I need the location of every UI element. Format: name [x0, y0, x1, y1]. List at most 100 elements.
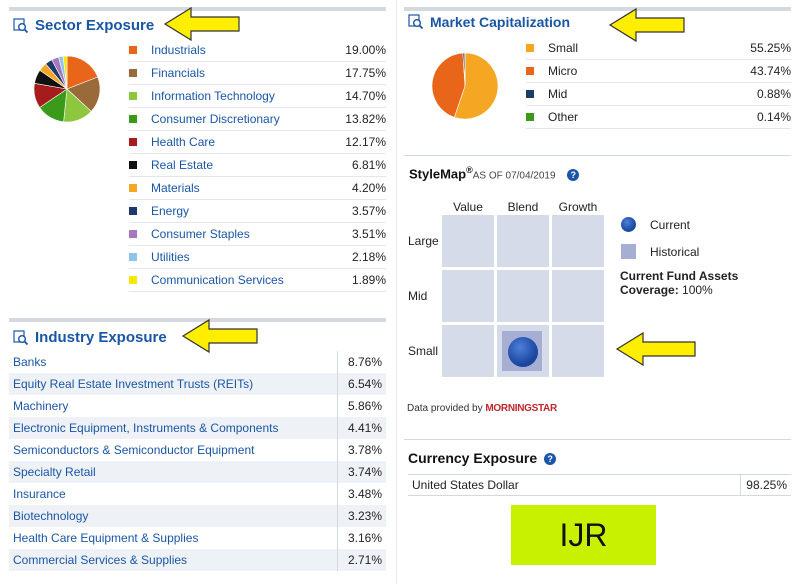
industry-row: Machinery 5.86% [9, 395, 386, 417]
stylemap-current-marker [508, 337, 538, 367]
sector-item: Health Care 12.17% [129, 131, 386, 154]
industry-label[interactable]: Biotechnology [9, 505, 338, 527]
sector-swatch [129, 46, 137, 54]
stylemap-cell-large-growth [552, 215, 604, 267]
industry-value: 4.41% [347, 421, 382, 435]
industry-label[interactable]: Machinery [9, 395, 338, 417]
industry-row: Commercial Services & Supplies 2.71% [9, 549, 386, 571]
mcap-value: 43.74% [750, 64, 791, 78]
industry-row: Insurance 3.48% [9, 483, 386, 505]
industry-label[interactable]: Commercial Services & Supplies [9, 549, 338, 571]
stylemap-col-blend: Blend [507, 200, 539, 214]
industry-label[interactable]: Insurance [9, 483, 338, 505]
sector-item: Information Technology 14.70% [129, 85, 386, 108]
sector-value: 14.70% [345, 89, 386, 103]
sector-label[interactable]: Health Care [151, 135, 216, 149]
sector-swatch [129, 184, 137, 192]
sector-label[interactable]: Consumer Staples [151, 227, 250, 241]
industry-value: 6.54% [347, 377, 382, 391]
industry-title: Industry Exposure [13, 329, 167, 346]
industry-value: 3.48% [347, 487, 382, 501]
industry-label[interactable]: Semiconductors & Semiconductor Equipment [9, 439, 338, 461]
sector-label[interactable]: Energy [151, 204, 190, 218]
assets-title: Current Fund Assets [620, 269, 739, 283]
sector-value: 17.75% [345, 66, 386, 80]
currency-row: United States Dollar 98.25% [408, 474, 791, 496]
sector-label[interactable]: Communication Services [151, 273, 284, 287]
mcap-label: Mid [548, 87, 568, 101]
sector-label[interactable]: Utilities [151, 250, 190, 264]
industry-value: 3.78% [347, 443, 382, 457]
mcap-swatch [526, 67, 534, 75]
sector-item: Energy 3.57% [129, 200, 386, 223]
currency-title-text: Currency Exposure [408, 450, 538, 466]
stylemap-as-of: AS OF 07/04/2019 [472, 170, 556, 182]
sector-item: Communication Services 1.89% [129, 269, 386, 292]
mcap-list: Small 55.25% Micro 43.74% Mid 0.88% Other 0.14% [526, 37, 791, 129]
sector-value: 3.51% [351, 227, 386, 241]
sector-value: 4.20% [351, 181, 386, 195]
industry-value: 5.86% [347, 399, 382, 413]
stylemap-cell-mid-blend [497, 270, 549, 322]
mcap-label: Small [548, 41, 579, 55]
industry-label[interactable]: Specialty Retail [9, 461, 338, 483]
data-provided-text: Data provided by [407, 403, 483, 414]
stylemap-cell-small-value [442, 325, 494, 377]
stylemap-help-icon[interactable]: ? [567, 168, 580, 181]
sector-label[interactable]: Consumer Discretionary [151, 112, 280, 126]
industry-label[interactable]: Electronic Equipment, Instruments & Comp… [9, 417, 338, 439]
mcap-title-text: Market Capitalization [430, 14, 571, 30]
sector-arrow-icon [163, 6, 240, 42]
sector-item: Real Estate 6.81% [129, 154, 386, 177]
ticker-badge: IJR [511, 505, 656, 565]
currency-divider [404, 439, 791, 440]
mcap-item: Mid 0.88% [526, 83, 791, 106]
mcap-title: Market Capitalization [408, 14, 570, 30]
legend-current-icon [621, 217, 636, 232]
sector-label[interactable]: Financials [151, 66, 206, 80]
sector-label[interactable]: Real Estate [151, 158, 214, 172]
sector-value: 13.82% [345, 112, 386, 126]
sector-item: Materials 4.20% [129, 177, 386, 200]
sector-value: 1.89% [351, 273, 386, 287]
legend-historical-icon [621, 244, 636, 259]
mcap-swatch [526, 113, 534, 121]
mcap-swatch [526, 90, 534, 98]
mcap-swatch [526, 44, 534, 52]
current-fund-assets: Current Fund Assets Coverage: 100% [620, 269, 738, 297]
stylemap-row-small: Small [408, 344, 439, 358]
industry-label[interactable]: Health Care Equipment & Supplies [9, 527, 338, 549]
registered-mark: ® [466, 165, 473, 175]
sector-label[interactable]: Materials [151, 181, 200, 195]
industry-header-bar [9, 318, 386, 322]
column-separator [396, 0, 397, 584]
mcap-value: 0.14% [756, 110, 791, 124]
currency-label: United States Dollar [408, 475, 741, 495]
stylemap-row-mid: Mid [408, 289, 428, 303]
industry-value: 3.16% [347, 531, 382, 545]
sector-item: Industrials 19.00% [129, 39, 386, 62]
industry-label[interactable]: Equity Real Estate Investment Trusts (RE… [9, 373, 338, 395]
industry-label[interactable]: Banks [9, 351, 338, 373]
mcap-value: 55.25% [750, 41, 791, 55]
coverage-value: 100% [682, 283, 713, 297]
industry-arrow-icon [181, 318, 258, 354]
industry-row: Specialty Retail 3.74% [9, 461, 386, 483]
currency-help-icon[interactable]: ? [544, 453, 557, 466]
sector-swatch [129, 207, 137, 215]
morningstar-logo[interactable]: MORNINGSTAR [485, 403, 557, 414]
industry-row: Biotechnology 3.23% [9, 505, 386, 527]
sector-swatch [129, 69, 137, 77]
sector-label[interactable]: Information Technology [151, 89, 275, 103]
stylemap-title: StyleMap®AS OF 07/04/2019 ? [409, 165, 580, 182]
sector-pie-slice [66, 55, 99, 90]
mcap-item: Small 55.25% [526, 37, 791, 60]
sector-header-bar [9, 7, 386, 11]
sector-label[interactable]: Industrials [151, 43, 206, 57]
sector-swatch [129, 138, 137, 146]
stylemap-cell-small-growth [552, 325, 604, 377]
sector-item: Consumer Staples 3.51% [129, 223, 386, 246]
legend-historical-label: Historical [650, 245, 700, 259]
magnifier-chart-icon [13, 17, 29, 33]
sector-item: Utilities 2.18% [129, 246, 386, 269]
